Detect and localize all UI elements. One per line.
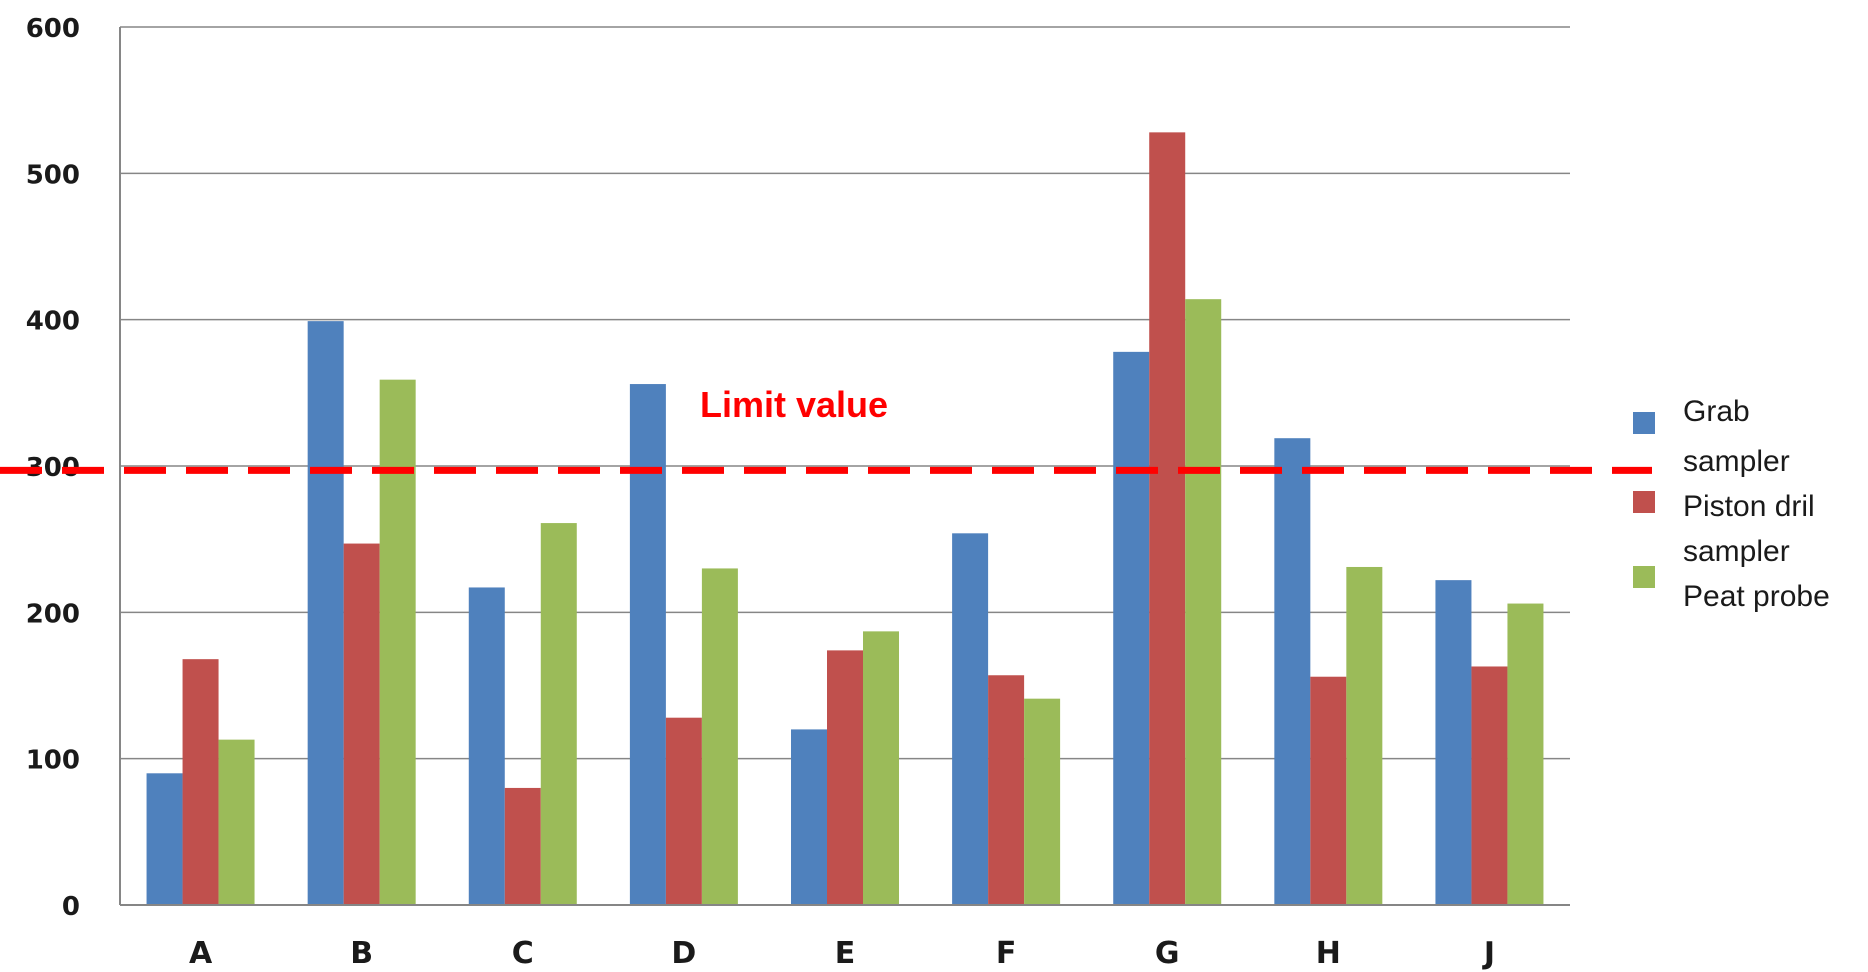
bar-e-series-2	[827, 650, 863, 905]
limit-value-label: Limit value	[700, 384, 888, 425]
bar-f-series-2	[988, 675, 1025, 905]
bar-b-series-2	[343, 543, 380, 905]
x-tick-label: J	[1482, 936, 1495, 971]
legend-swatch-3	[1633, 566, 1655, 588]
x-tick-label: A	[189, 936, 213, 971]
x-tick-label: G	[1155, 936, 1180, 971]
bar-c-series-3	[540, 523, 577, 905]
x-tick-label: B	[350, 936, 373, 971]
bars	[146, 132, 1544, 906]
legend: Grab sampler Piston dril sampler Peat probe	[1633, 395, 1830, 613]
bar-h-series-3	[1346, 566, 1383, 905]
bar-f-series-3	[1024, 698, 1061, 905]
bar-j-series-1	[1435, 580, 1472, 905]
y-tick-label: 400	[26, 307, 80, 337]
x-tick-label: C	[512, 936, 534, 971]
bar-h-series-1	[1274, 438, 1311, 905]
legend-label: Grab	[1683, 395, 1750, 428]
bar-a-series-2	[182, 659, 219, 905]
bar-e-series-3	[863, 631, 899, 905]
bar-c-series-1	[468, 587, 505, 905]
bar-c-series-2	[504, 787, 541, 905]
y-tick-label: 0	[62, 892, 80, 922]
bar-e-series-1	[791, 729, 827, 905]
legend-swatch-2	[1633, 491, 1655, 513]
legend-label: sampler	[1683, 445, 1790, 478]
bar-a-series-1	[146, 773, 183, 905]
y-tick-label: 200	[26, 599, 80, 629]
bar-j-series-3	[1507, 603, 1544, 905]
y-tick-label: 100	[26, 746, 80, 776]
bar-b-series-1	[307, 321, 344, 905]
bar-b-series-3	[379, 379, 416, 905]
bar-d-series-1	[629, 384, 666, 905]
bar-h-series-2	[1310, 676, 1347, 905]
bar-j-series-2	[1471, 666, 1508, 905]
legend-label: Piston dril	[1683, 490, 1815, 523]
bar-g-series-1	[1113, 351, 1150, 905]
y-tick-label: 600	[26, 14, 80, 44]
bar-a-series-3	[218, 739, 255, 905]
legend-swatch-1	[1633, 412, 1655, 434]
bar-f-series-1	[952, 533, 989, 905]
x-tick-label: E	[835, 936, 856, 971]
bar-d-series-3	[701, 568, 738, 905]
bar-d-series-2	[665, 717, 702, 905]
y-tick-label: 500	[26, 160, 80, 190]
x-tick-label: H	[1316, 936, 1341, 971]
x-tick-label: F	[996, 936, 1017, 971]
legend-label: sampler	[1683, 535, 1790, 568]
legend-label: Peat probe	[1683, 580, 1830, 613]
bar-g-series-3	[1185, 299, 1222, 905]
x-tick-label: D	[671, 936, 696, 971]
bar-g-series-2	[1149, 132, 1186, 906]
